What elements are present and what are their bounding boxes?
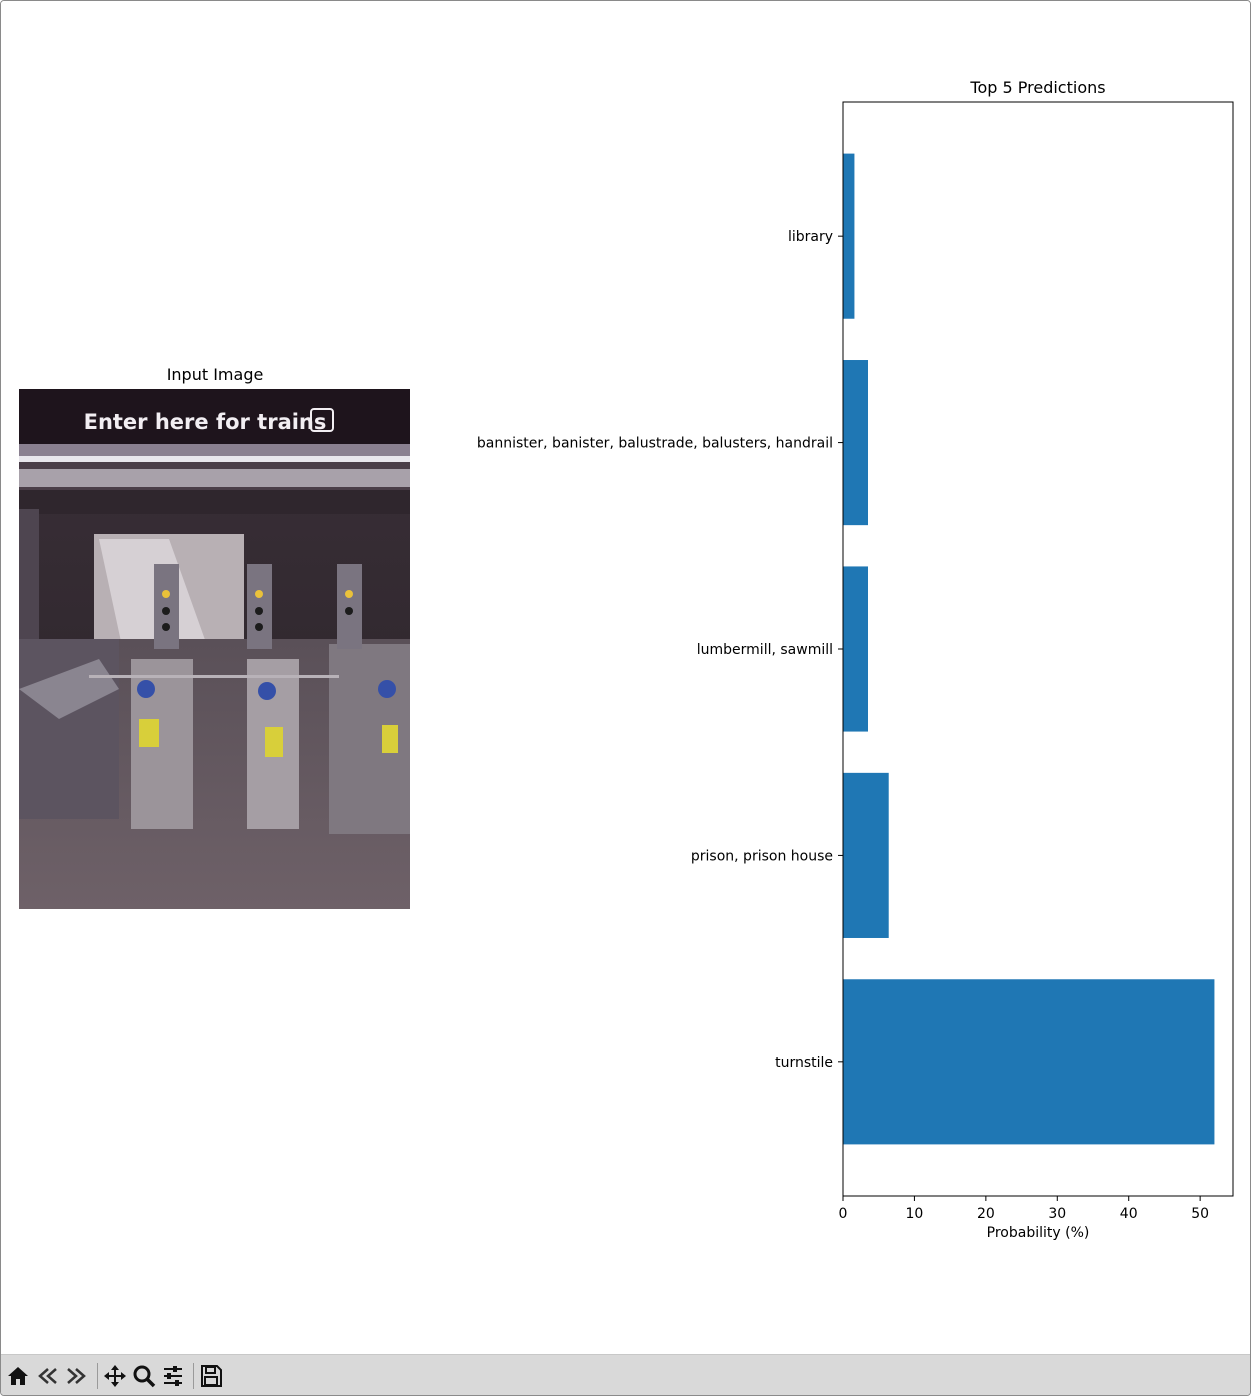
bar	[843, 772, 889, 938]
predictions-chart: turnstile prison, prison house lumbermill,…	[477, 101, 1234, 1241]
y-tick-label: library	[788, 229, 833, 245]
navigation-toolbar	[1, 1354, 1250, 1395]
home-icon[interactable]	[5, 1363, 31, 1389]
input-image-title: Input Image	[166, 365, 264, 384]
bar	[843, 979, 1215, 1145]
x-axis-label: Probability (%)	[987, 1225, 1090, 1241]
x-tick-label: 10	[906, 1206, 924, 1222]
x-tick-label: 40	[1120, 1206, 1138, 1222]
x-tick-label: 30	[1048, 1206, 1066, 1222]
figure-canvas: Input Image Enter here for trains	[1, 1, 1250, 1353]
toolbar-separator	[193, 1363, 194, 1389]
pan-icon[interactable]	[102, 1363, 128, 1389]
x-tick-label: 50	[1191, 1206, 1209, 1222]
configure-subplots-icon[interactable]	[160, 1363, 186, 1389]
bar	[843, 566, 868, 732]
back-icon[interactable]	[34, 1363, 60, 1389]
y-tick-label: turnstile	[775, 1055, 833, 1071]
y-tick-label: bannister, banister, balustrade, baluste…	[477, 436, 833, 452]
toolbar-separator	[97, 1363, 98, 1389]
y-tick-label: lumbermill, sawmill	[697, 642, 833, 658]
x-tick-label: 20	[977, 1206, 995, 1222]
zoom-icon[interactable]	[131, 1363, 157, 1389]
axes-frame	[842, 101, 1234, 1197]
save-icon[interactable]	[198, 1363, 224, 1389]
bar	[843, 153, 855, 319]
chart-title: Top 5 Predictions	[970, 78, 1106, 97]
sign-text: Enter here for trains	[84, 410, 327, 434]
input-image: Enter here for trains	[19, 389, 410, 909]
y-tick-label: prison, prison house	[691, 848, 833, 864]
x-tick-label: 0	[839, 1206, 848, 1222]
bar	[843, 360, 868, 526]
forward-icon[interactable]	[64, 1363, 90, 1389]
turnstile-photo: Enter here for trains	[19, 389, 410, 909]
